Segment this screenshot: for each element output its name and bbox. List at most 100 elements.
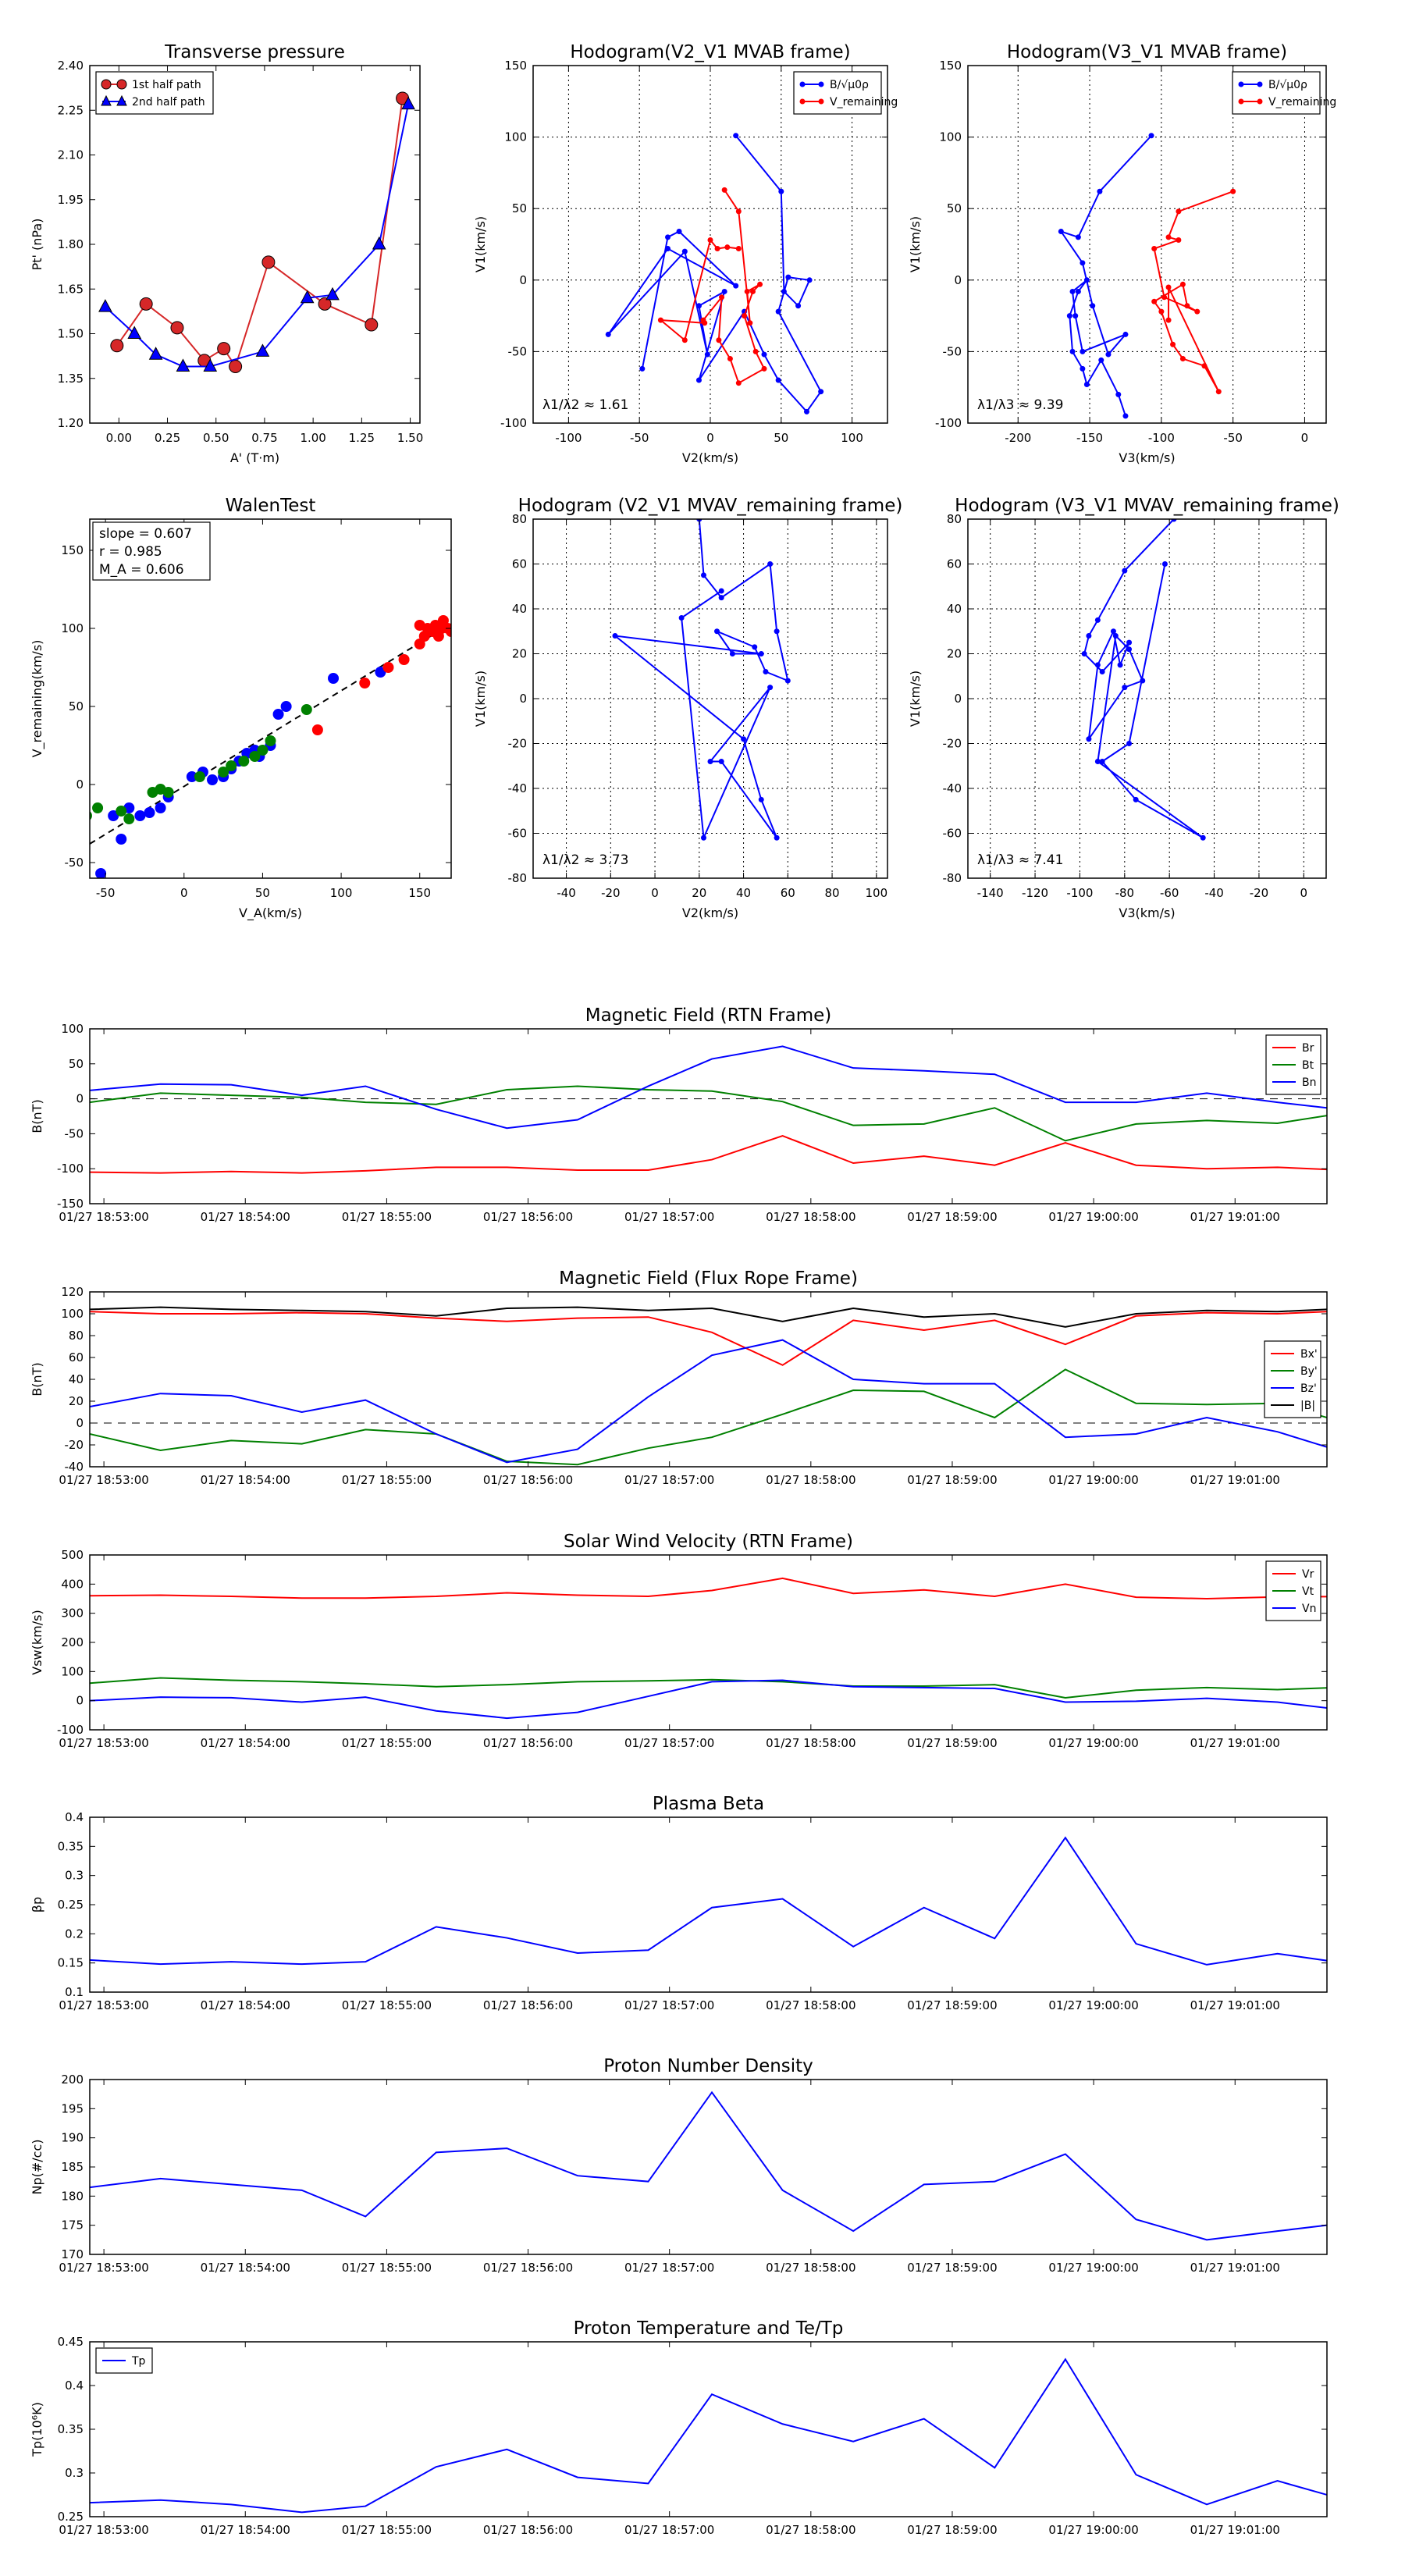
data-point [203, 358, 218, 372]
x-tick-label: 01/27 18:53:00 [59, 2523, 148, 2537]
x-tick-label: 01/27 18:59:00 [907, 1998, 997, 2012]
y-tick-label: -50 [65, 856, 84, 870]
data-point [1230, 188, 1236, 194]
data-point [401, 96, 415, 110]
y-tick-label: 80 [69, 1329, 84, 1343]
chart-hodogram-v3v1-mvav: -140 -120 -100 -80 -60 -40 -20 0 -80 -60 -40 -20 0 20… [908, 496, 1339, 920]
y-tick-label: 0 [76, 1416, 84, 1430]
data-point [806, 277, 813, 283]
scatter-point [375, 667, 386, 678]
data-point [1112, 633, 1119, 639]
data-point [763, 669, 769, 674]
y-tick-label: -100 [935, 416, 962, 430]
plot-frame [967, 65, 1327, 424]
legend-label: By' [1300, 1365, 1318, 1378]
y-tick-label: 175 [61, 2218, 84, 2233]
data-point [678, 615, 685, 621]
data-point [729, 651, 735, 656]
y-tick-label: 50 [69, 1057, 84, 1071]
data-point [707, 759, 713, 764]
legend-marker [116, 94, 127, 106]
data-point [1058, 229, 1064, 235]
y-tick-label: 185 [61, 2160, 84, 2174]
y-tick-label: 100 [939, 130, 962, 144]
legend-label: 1st half path [132, 79, 201, 91]
y-tick-label: -50 [943, 344, 962, 358]
x-tick-label: 01/27 19:01:00 [1190, 1473, 1280, 1487]
y-tick-label: 40 [69, 1372, 84, 1386]
data-point [1165, 317, 1172, 323]
x-tick-label: -140 [977, 886, 1004, 900]
y-axis-label: Np(#/cc) [30, 2140, 44, 2195]
y-tick-label: -50 [65, 1126, 84, 1140]
y-tick-label: 1.20 [58, 416, 84, 430]
y-tick-label: 400 [61, 1577, 84, 1591]
x-tick-label: 01/27 18:55:00 [342, 1210, 432, 1224]
y-axis-label: V1(km/s) [473, 216, 488, 272]
data-point [261, 255, 276, 269]
series-b-0--line [1058, 135, 1152, 417]
chart-magnetic-field-rtn: 01/27 18:53:00 01/27 18:54:00 01/27 18:55:… [30, 1005, 1328, 1224]
data-point [1069, 348, 1076, 354]
data-point [733, 283, 739, 289]
legend-box [793, 71, 882, 115]
y-tick-label: 20 [947, 647, 962, 661]
scatter-point [186, 771, 197, 782]
y-tick-label: 100 [504, 130, 527, 144]
x-tick-label: -50 [1223, 431, 1243, 445]
plot-area [90, 2357, 1327, 2514]
x-tick-label: 50 [774, 431, 788, 445]
fit-stat-text: r = 0.985 [99, 544, 162, 560]
scatter-point [328, 673, 340, 684]
data-point [1194, 308, 1200, 315]
y-tick-label: 2.10 [58, 148, 84, 162]
data-point [742, 313, 748, 319]
data-point [1072, 313, 1079, 319]
data-point [724, 244, 731, 251]
series-bx--line [90, 1311, 1327, 1366]
y-tick-label: 0.1 [65, 1985, 84, 1999]
x-tick-label: 01/27 19:01:00 [1190, 1736, 1280, 1750]
data-point [803, 408, 809, 415]
data-point [752, 348, 759, 354]
scatter-point [226, 760, 237, 771]
data-point [702, 320, 708, 326]
y-tick-label: 150 [939, 59, 962, 73]
y-tick-label: 1.65 [58, 282, 84, 296]
y-tick-label: 100 [61, 1307, 84, 1321]
scatter-point [92, 802, 104, 813]
data-point [1158, 308, 1165, 315]
x-axis-label: V3(km/s) [1119, 450, 1175, 465]
legend-marker [101, 94, 112, 106]
y-tick-label: 195 [61, 2101, 84, 2115]
legend-marker [1238, 98, 1244, 105]
x-tick-label: 01/27 18:58:00 [766, 2523, 855, 2537]
series-0-line [612, 519, 789, 841]
y-axis-label: V1(km/s) [908, 216, 923, 272]
chart-title: WalenTest [226, 496, 316, 516]
y-tick-label: 150 [61, 543, 84, 557]
x-tick-label: 01/27 18:59:00 [907, 1210, 997, 1224]
x-tick-label: 01/27 18:57:00 [624, 2523, 714, 2537]
scatter-point [301, 704, 312, 715]
x-tick-label: 01/27 18:56:00 [483, 1210, 573, 1224]
y-axis-label: B(nT) [30, 1099, 44, 1133]
data-point [229, 359, 243, 373]
y-tick-label: -150 [57, 1197, 84, 1211]
scatter-point [265, 735, 276, 746]
data-point [781, 288, 787, 294]
data-point [1080, 260, 1086, 266]
x-tick-label: 0 [651, 886, 659, 900]
x-tick-label: 0.50 [203, 431, 229, 445]
eigenvalue-ratio-annotation: λ1/λ2 ≈ 3.73 [542, 852, 628, 868]
y-tick-label: -40 [65, 1460, 84, 1474]
series-bn-line [90, 1045, 1327, 1130]
x-tick-label: 0 [706, 431, 714, 445]
x-tick-label: 01/27 18:59:00 [907, 2523, 997, 2537]
data-point [767, 685, 774, 691]
data-point [714, 245, 720, 251]
data-point [372, 236, 386, 250]
data-point [1215, 389, 1222, 395]
x-tick-label: 01/27 18:59:00 [907, 1736, 997, 1750]
x-tick-label: 01/27 18:58:00 [766, 1998, 855, 2012]
